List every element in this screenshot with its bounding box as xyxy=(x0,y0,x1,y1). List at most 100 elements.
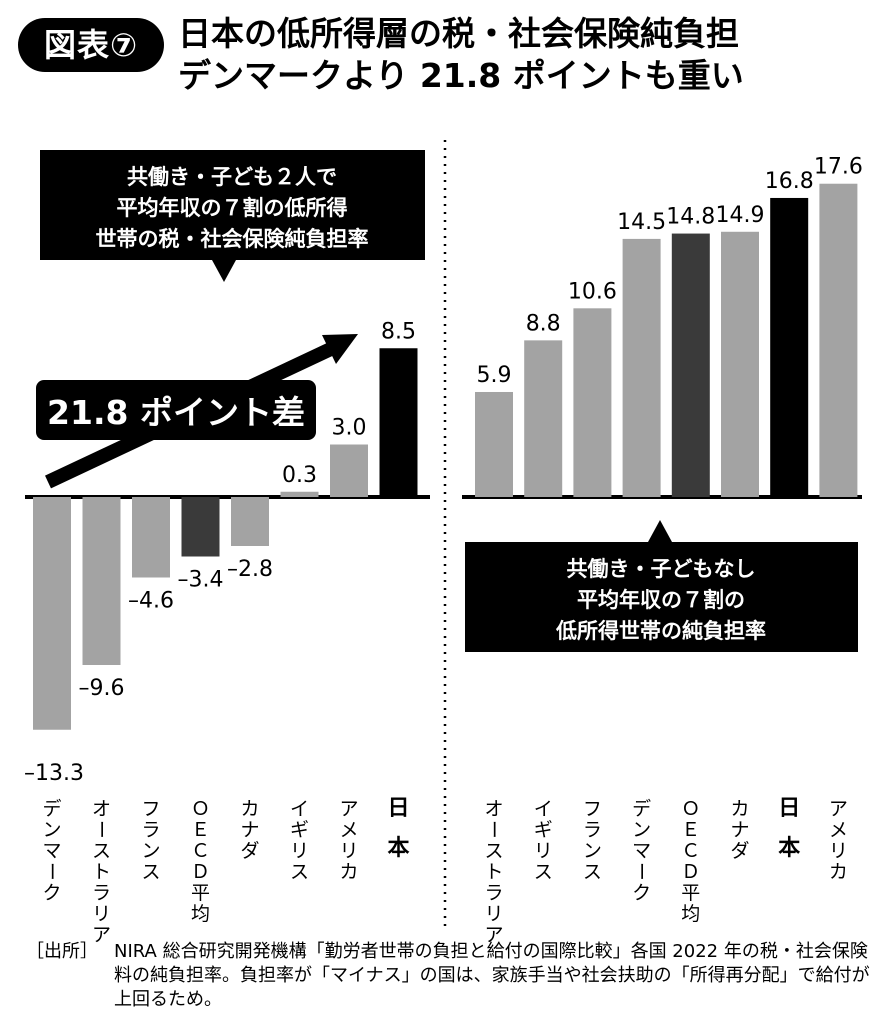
right-category-label: 平 xyxy=(681,882,700,904)
right-bar xyxy=(819,183,858,497)
left-category-label: 日 xyxy=(387,796,409,821)
right-category-label: リ xyxy=(829,840,848,862)
right-category-label: ス xyxy=(534,861,553,883)
right-callout-pointer xyxy=(648,520,672,542)
right-category-label: ア xyxy=(484,924,503,946)
left-category-label: カ xyxy=(240,798,259,820)
right-category-label: マ xyxy=(632,840,651,862)
title-line-2: デンマークより 21.8 ポイントも重い xyxy=(178,56,744,95)
left-callout-pointer xyxy=(212,260,236,282)
left-category-label: Ｅ xyxy=(191,819,210,841)
left-value-label: 3.0 xyxy=(332,416,367,441)
right-category-label: ダ xyxy=(730,840,749,862)
right-category-label: リ xyxy=(534,840,553,862)
left-category-label: ア xyxy=(92,924,111,946)
right-bar xyxy=(770,197,809,497)
left-bar xyxy=(280,491,319,497)
right-category-label: カ xyxy=(730,798,749,820)
left-category-label: ギ xyxy=(290,819,309,841)
right-value-label: 17.6 xyxy=(814,155,863,180)
right-category-label: ク xyxy=(632,882,651,904)
right-category-label: メ xyxy=(829,819,848,841)
source-label: ［出所］ xyxy=(26,941,98,962)
right-value-label: 5.9 xyxy=(477,363,512,388)
left-category-label: ー xyxy=(90,820,112,839)
left-category-label: Ｃ xyxy=(191,840,210,862)
left-category-label: ー xyxy=(40,862,62,881)
right-category-label: 均 xyxy=(681,903,700,925)
right-category-label: ス xyxy=(484,840,503,862)
right-category-label: Ｅ xyxy=(681,819,700,841)
left-category-label: ア xyxy=(339,798,358,820)
left-value-label: 0.3 xyxy=(282,463,317,488)
left-category-label: ス xyxy=(290,861,309,883)
left-category-label: デ xyxy=(42,798,61,820)
left-category-label: フ xyxy=(141,798,160,820)
left-bar xyxy=(132,497,170,578)
right-category-label: ー xyxy=(482,820,504,839)
left-category-label: Ｏ xyxy=(191,798,210,820)
right-bar xyxy=(573,308,612,497)
right-category-label: リ xyxy=(484,903,503,925)
left-value-label: –13.3 xyxy=(24,761,84,786)
left-category-label: メ xyxy=(339,819,358,841)
left-value-label: –4.6 xyxy=(128,589,174,614)
right-category-label: オ xyxy=(484,798,503,820)
right-bar xyxy=(475,391,513,497)
left-category-label: 本 xyxy=(387,836,409,861)
right-category-label: Ｄ xyxy=(681,861,700,883)
left-category-label: ラ xyxy=(92,882,111,904)
source-text: NIRA 総合研究開発機構「勤労者世帯の負担と給付の国際比較」各国 2022 年… xyxy=(114,941,870,1010)
right-callout-box xyxy=(465,542,858,652)
left-category-label: マ xyxy=(42,840,61,862)
right-value-label: 8.8 xyxy=(526,311,561,336)
left-category-label: ト xyxy=(92,861,111,883)
right-bar xyxy=(524,340,563,497)
right-category-label: ス xyxy=(583,861,602,883)
title-line-1: 日本の低所得層の税・社会保険純負担 xyxy=(178,14,739,53)
left-value-label: –9.6 xyxy=(79,676,125,701)
left-bar xyxy=(379,348,418,497)
right-category-label: ア xyxy=(829,798,848,820)
right-value-label: 16.8 xyxy=(765,169,814,194)
left-bar xyxy=(330,444,368,497)
right-category-label: ギ xyxy=(534,819,553,841)
left-category-label: ダ xyxy=(240,840,259,862)
right-category-label: イ xyxy=(534,798,553,820)
left-callout-line: 世帯の税・社会保険純負担率 xyxy=(96,227,369,251)
right-category-label: 日 xyxy=(778,796,800,821)
left-category-label: カ xyxy=(339,861,358,883)
right-callout-line: 低所得世帯の純負担率 xyxy=(555,619,766,643)
left-category-label: リ xyxy=(290,840,309,862)
left-value-label: –2.8 xyxy=(227,557,273,582)
diff-annotation-text: 21.8 ポイント差 xyxy=(47,393,305,432)
right-category-label: 本 xyxy=(778,836,800,861)
right-bar xyxy=(721,231,759,497)
left-category-label: ラ xyxy=(141,819,160,841)
right-category-label: ー xyxy=(630,862,652,881)
left-value-label: –3.4 xyxy=(178,568,224,593)
left-category-label: ク xyxy=(42,882,61,904)
right-bar xyxy=(622,238,661,497)
right-callout-line: 共働き・子どもなし xyxy=(567,557,756,581)
left-category-label: 平 xyxy=(191,882,210,904)
right-category-label: デ xyxy=(632,798,651,820)
left-callout-box xyxy=(40,150,425,260)
left-category-label: リ xyxy=(339,840,358,862)
left-value-label: 8.5 xyxy=(381,319,416,344)
figure-badge: 図表⑦ xyxy=(18,18,164,72)
right-category-label: ラ xyxy=(484,882,503,904)
left-category-label: 均 xyxy=(191,903,210,925)
left-bar xyxy=(82,497,121,665)
left-bar xyxy=(33,497,71,730)
right-value-label: 14.8 xyxy=(666,205,715,230)
diff-arrow-head xyxy=(322,334,358,364)
left-bar xyxy=(231,497,269,546)
right-category-label: フ xyxy=(583,798,602,820)
right-category-label: ラ xyxy=(583,819,602,841)
right-category-label: ン xyxy=(632,819,651,841)
left-category-label: ス xyxy=(92,840,111,862)
right-category-label: Ｃ xyxy=(681,840,700,862)
left-category-label: イ xyxy=(290,798,309,820)
